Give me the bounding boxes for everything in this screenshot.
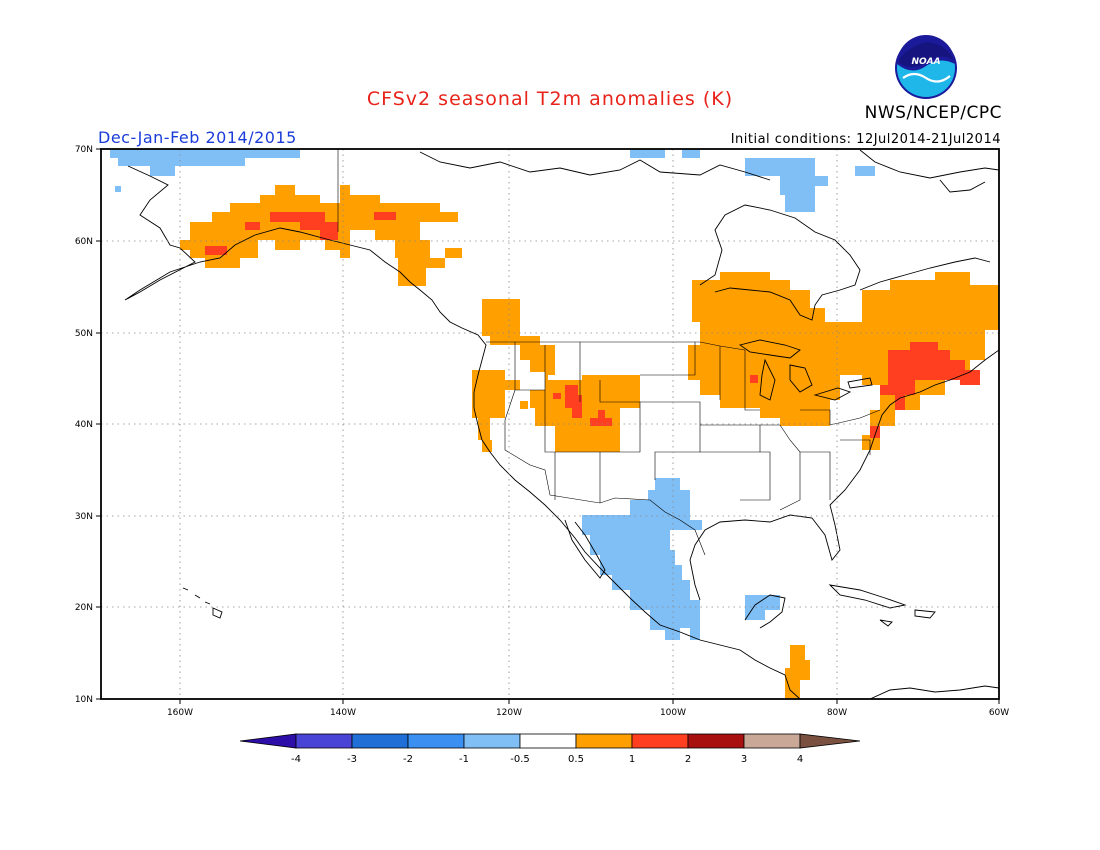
lat-label-60n: 60N [75,237,93,247]
lat-label-10n: 10N [75,695,93,705]
colorbar-label-1: 1 [629,754,635,765]
lon-label-120w: 120W [496,708,522,718]
lon-label-140w: 140W [330,708,356,718]
season-label: Dec-Jan-Feb 2014/2015 [98,128,297,147]
lon-label-60w: 60W [989,708,1009,718]
lon-label-160w: 160W [167,708,193,718]
colorbar-swatch-05-1 [575,733,633,749]
colorbar-swatch-n4-n3 [295,733,353,749]
chart-title: CFSv2 seasonal T2m anomalies (K) [366,88,734,110]
colorbar-label-4: 4 [797,754,803,765]
initial-conditions-label: Initial conditions: 12Jul2014-21Jul2014 [730,132,1001,147]
lon-label-100w: 100W [660,708,686,718]
colorbar-label-n1: -1 [459,754,469,765]
colorbar-swatch-neutral [519,733,577,749]
colorbar-label-n3: -3 [347,754,357,765]
lat-label-20n: 20N [75,603,93,613]
colorbar-swatch-3-4 [743,733,801,749]
colorbar-label-3: 3 [741,754,747,765]
noaa-logo-text: NOAA [911,57,940,67]
cool-region-mexico [582,478,780,640]
colorbar-swatch-n2-n1 [407,733,465,749]
lat-label-70n: 70N [75,145,93,155]
lat-label-50n: 50N [75,329,93,339]
graticule [101,149,999,699]
lat-label-40n: 40N [75,420,93,430]
warm-region-east [688,272,999,450]
colorbar-swatch-n1-n05 [463,733,521,749]
colorbar-swatch-1-2 [631,733,689,749]
colorbar-swatch-lt-4 [239,733,297,749]
axis-ticks [96,148,1000,704]
colorbar-label-n4: -4 [291,754,301,765]
colorbar-label-05: 0.5 [568,754,584,765]
colorbar-label-n05: -0.5 [510,754,530,765]
colorbar-label-n2: -2 [403,754,413,765]
warm-region-central-america [785,645,810,699]
agency-label: NWS/NCEP/CPC [864,103,1002,123]
noaa-logo-icon: NOAA [895,35,957,99]
lon-label-80w: 80W [827,708,847,718]
colorbar [239,733,861,749]
political-borders [337,149,881,556]
colorbar-swatch-gt-4 [799,733,861,749]
cool-region-arctic [110,149,875,212]
anomaly-shading [110,149,999,699]
colorbar-swatch-2-3 [687,733,745,749]
colorbar-swatch-n3-n2 [351,733,409,749]
colorbar-label-2: 2 [685,754,691,765]
warm-region-alaska [180,185,462,286]
coastlines [124,149,999,699]
warm-region-west [472,299,640,452]
lat-label-30n: 30N [75,512,93,522]
